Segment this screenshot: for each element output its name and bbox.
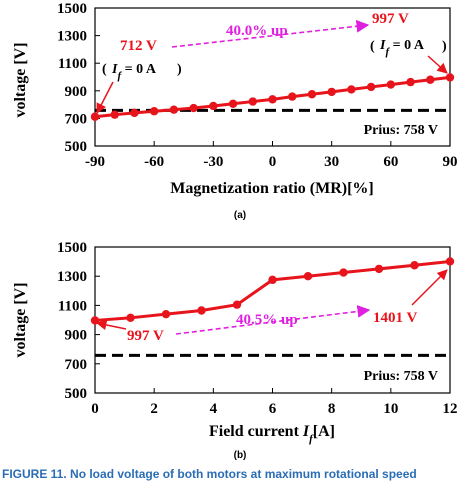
- a-data-point: [149, 107, 159, 116]
- b-x-tick-label: 0: [91, 401, 99, 417]
- y-axis-label-b: voltage [V]: [12, 282, 29, 357]
- increase-label-b: 40.5% up: [236, 312, 298, 328]
- series-line-b: [90, 257, 455, 325]
- chart-panel-a: 500 700 900 1100 1300 1500 -90 -60 -30 0 30 60 90 v…: [12, 1, 458, 221]
- a-y-tick-label: 1100: [58, 56, 87, 72]
- b-data-point: [374, 264, 384, 274]
- a-data-point: [307, 90, 317, 99]
- a-data-point: [386, 80, 396, 89]
- a-y-tick-label: 900: [65, 84, 88, 100]
- a-data-point: [90, 112, 100, 121]
- b-y-tick-label: 700: [65, 357, 88, 373]
- series-line-a: [90, 73, 455, 121]
- b-data-point: [232, 300, 242, 309]
- increase-arrow-a: [171, 19, 370, 48]
- b-data-point: [339, 268, 348, 277]
- b-x-tick-label: 6: [269, 401, 277, 417]
- a-x-tick-label: 0: [269, 154, 277, 170]
- panel-label-b: (b): [234, 450, 247, 461]
- a-x-tick-label: 90: [443, 154, 458, 170]
- y-axis-label-a: voltage [V]: [12, 42, 29, 117]
- a-x-tick-label: -60: [144, 154, 164, 170]
- figure-caption: FIGURE 11. No load voltage of both motor…: [2, 467, 417, 481]
- b-data-point: [268, 275, 277, 285]
- b-x-tick-label: 10: [383, 401, 398, 417]
- a-x-tick-label: -90: [85, 154, 105, 170]
- x-axis-label-b-text: Field current If[A]: [209, 423, 335, 445]
- a-y-tick-label: 500: [65, 139, 88, 155]
- svg-text:): ): [177, 62, 182, 77]
- a-y-tick-label: 1500: [57, 1, 87, 17]
- svg-text:): ): [442, 39, 447, 54]
- reference-label-b: Prius: 758 V: [364, 369, 438, 384]
- annotation-end-arrow-b: [411, 269, 448, 306]
- a-data-point: [169, 105, 179, 114]
- svg-text:(: (: [370, 39, 375, 54]
- a-data-point: [209, 101, 218, 111]
- svg-text:(: (: [102, 62, 107, 77]
- annotation-start-arrow-a: [96, 81, 114, 114]
- x-axis-ticks-b: 0 2 4 6 8 10 12: [91, 388, 458, 417]
- x-axis-label-a: Magnetization ratio (MR)[%]: [170, 180, 374, 197]
- b-data-point: [303, 272, 313, 281]
- a-y-tick-label: 1300: [57, 29, 87, 45]
- svg-text:If = 0 A: If = 0 A: [111, 62, 157, 82]
- b-y-tick-label: 500: [65, 386, 88, 402]
- b-x-tick-label: 12: [443, 401, 458, 417]
- b-x-tick-label: 4: [210, 401, 218, 417]
- y-axis-ticks-b: 500 700 900 1100 1300 1500: [57, 240, 100, 402]
- a-data-point: [288, 92, 297, 101]
- a-data-point: [445, 73, 455, 82]
- panel-label-a: (a): [234, 210, 246, 221]
- annotation-end-value-a: 997 V: [372, 11, 409, 27]
- b-y-tick-label: 900: [65, 328, 88, 344]
- increase-label-a: 40.0% up: [226, 23, 288, 39]
- reference-label-a: Prius: 758 V: [364, 123, 438, 138]
- a-y-tick-label: 700: [65, 111, 88, 127]
- annotation-start-arrow-b: [95, 319, 127, 331]
- increase-arrow-b: [175, 305, 371, 335]
- a-data-point: [189, 103, 198, 113]
- b-data-point: [126, 313, 135, 323]
- b-x-tick-label: 8: [328, 401, 336, 417]
- a-x-tick-label: -30: [203, 154, 223, 170]
- a-x-tick-label: 30: [324, 154, 339, 170]
- b-y-tick-label: 1100: [58, 298, 87, 314]
- a-data-point: [426, 75, 435, 84]
- annotation-end-value-b: 1401 V: [373, 310, 417, 326]
- chart-panel-b: 500 700 900 1100 1300 1500 0 2 4 6 8 10 12 voltage …: [12, 240, 458, 461]
- annotation-start-value-b: 997 V: [127, 328, 164, 344]
- b-data-point: [445, 257, 455, 266]
- a-data-point: [268, 95, 277, 104]
- a-data-point: [347, 85, 356, 94]
- annotation-start-value-a: 712 V: [120, 38, 157, 54]
- a-data-point: [130, 108, 139, 118]
- a-data-point: [110, 110, 119, 119]
- b-data-point: [410, 261, 419, 270]
- x-axis-ticks-a: -90 -60 -30 0 30 60 90: [85, 141, 458, 170]
- annotation-end-condition-a: ( If = 0 A ): [370, 38, 447, 58]
- b-x-tick-label: 2: [150, 401, 158, 417]
- a-data-point: [366, 82, 376, 92]
- svg-text:If = 0 A: If = 0 A: [379, 38, 425, 58]
- a-data-point: [406, 77, 415, 87]
- b-y-tick-label: 1300: [57, 269, 87, 285]
- a-data-point: [228, 99, 238, 108]
- b-data-point: [197, 306, 206, 315]
- annotation-start-condition-a: ( If = 0 A ): [102, 62, 182, 82]
- a-x-tick-label: 60: [383, 154, 398, 170]
- a-data-point: [248, 97, 257, 106]
- annotation-end-arrow-a: [427, 55, 448, 74]
- y-axis-ticks-a: 500 700 900 1100 1300 1500: [57, 1, 100, 155]
- b-y-tick-label: 1500: [57, 240, 87, 256]
- x-axis-label-b: Field current If[A]: [209, 423, 335, 445]
- a-data-point: [327, 87, 336, 97]
- b-data-point: [161, 309, 171, 319]
